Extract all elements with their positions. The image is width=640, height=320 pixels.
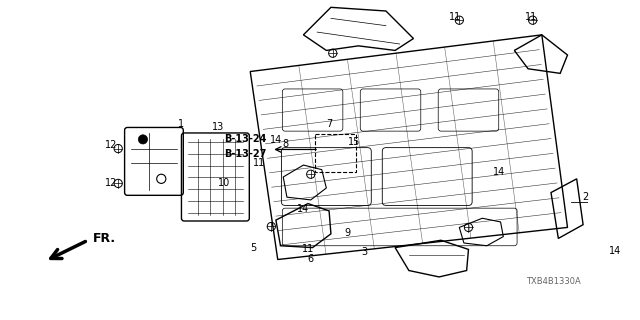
Text: 3: 3 [361, 247, 367, 257]
Text: 2: 2 [582, 192, 588, 202]
Text: B-13-27: B-13-27 [225, 149, 267, 159]
Text: 15: 15 [348, 137, 360, 147]
Text: 11: 11 [449, 12, 461, 21]
Text: 14: 14 [270, 135, 282, 145]
Text: 14: 14 [609, 246, 621, 256]
Text: 5: 5 [250, 243, 256, 252]
Text: 7: 7 [326, 119, 332, 129]
Text: 11: 11 [302, 244, 314, 254]
Text: 12: 12 [105, 140, 117, 150]
Text: 10: 10 [218, 179, 230, 188]
Text: 11: 11 [525, 12, 537, 21]
Text: 13: 13 [212, 122, 224, 132]
Text: 9: 9 [344, 228, 351, 238]
Text: 14: 14 [493, 167, 505, 177]
Text: 1: 1 [177, 119, 184, 129]
Text: 8: 8 [282, 139, 288, 149]
Circle shape [138, 135, 148, 144]
Text: FR.: FR. [93, 232, 116, 245]
Text: 12: 12 [105, 179, 117, 188]
Text: TXB4B1330A: TXB4B1330A [525, 277, 580, 286]
Text: 14: 14 [298, 204, 310, 214]
Text: 11: 11 [253, 158, 266, 168]
Text: B-13-24: B-13-24 [225, 134, 267, 144]
Text: 6: 6 [308, 253, 314, 264]
